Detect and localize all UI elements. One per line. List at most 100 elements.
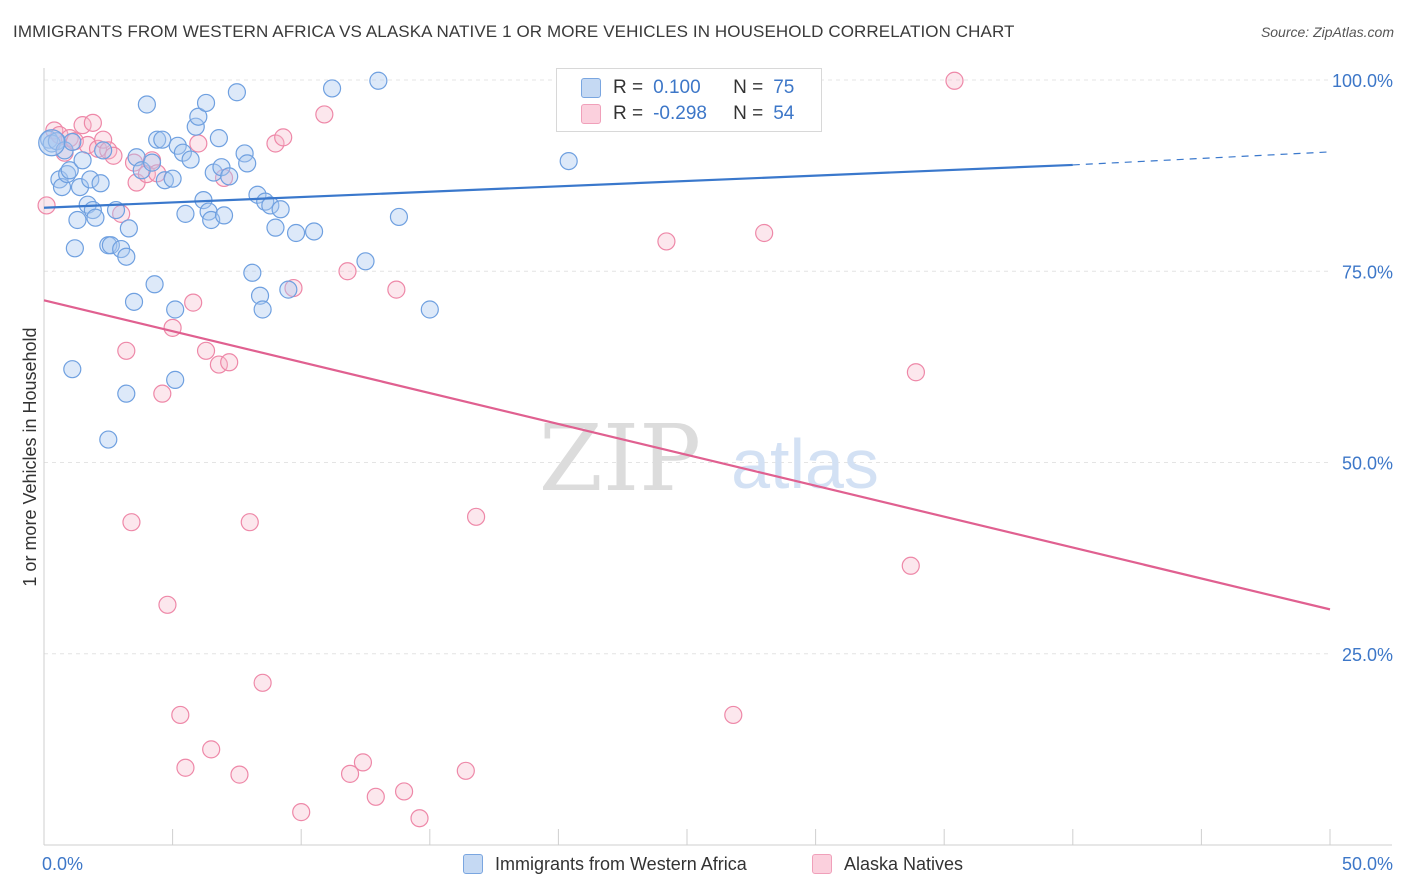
tick-labels: 25.0% 50.0% 75.0% 100.0% 0.0% 50.0% [42,71,1393,874]
legend-swatch-blue [581,78,601,98]
data-point-immigrants-western-africa [271,200,290,219]
data-point-alaska-natives [196,341,216,360]
data-point-immigrants-western-africa [238,154,257,173]
data-point-immigrants-western-africa [253,300,272,319]
chart-title: IMMIGRANTS FROM WESTERN AFRICA VS ALASKA… [13,22,1015,41]
data-point-alaska-natives [240,513,259,532]
data-point-alaska-natives [366,787,385,806]
data-point-alaska-natives [184,293,203,312]
data-point-immigrants-western-africa [286,223,306,243]
data-point-alaska-natives [755,223,774,243]
data-point-immigrants-western-africa [166,370,185,389]
bottom-legend-label-pink: Alaska Natives [844,853,964,874]
data-point-immigrants-western-africa [119,219,138,238]
data-point-immigrants-western-africa [243,263,262,282]
legend-r-value: -0.298 [653,103,707,124]
data-point-immigrants-western-africa [94,141,113,160]
x-tick-label: 50.0% [1342,854,1393,874]
data-point-alaska-natives [315,105,334,124]
legend-r-label: R = [613,77,644,98]
data-point-alaska-natives [901,556,920,575]
data-point-alaska-natives [94,130,113,149]
data-point-alaska-natives [724,705,743,725]
data-point-alaska-natives [99,141,118,160]
data-point-alaska-natives [158,595,177,614]
data-point-immigrants-western-africa [279,280,298,299]
data-point-immigrants-western-africa [304,222,324,241]
source-label: Source: ZipAtlas.com [1260,24,1394,40]
legend-row-pink: R = -0.298 N = 54 [581,102,794,126]
data-point-immigrants-western-africa [132,161,151,180]
data-point-immigrants-western-africa [189,107,208,126]
data-point-immigrants-western-africa [63,360,82,379]
data-point-alaska-natives [117,341,136,360]
data-point-alaska-natives [163,318,182,337]
data-point-alaska-natives [466,507,486,526]
data-point-immigrants-western-africa [181,150,200,169]
data-point-alaska-natives [387,280,406,299]
bottom-legend-swatch-blue [463,854,483,874]
data-point-immigrants-western-africa [389,207,409,227]
data-point-immigrants-western-africa [356,252,375,271]
trend-line-immigrants-western-africa [43,163,1073,209]
data-point-alaska-natives [292,803,311,822]
y-tick-label: 25.0% [1342,645,1393,665]
data-point-alaska-natives [456,761,475,780]
legend-n-label: N = [733,103,764,124]
bottom-legend-label-blue: Immigrants from Western Africa [495,853,747,874]
data-point-alaska-natives [906,363,926,382]
data-point-immigrants-western-africa [220,167,239,186]
data-point-immigrants-western-africa [117,247,136,266]
y-tick-label: 100.0% [1332,71,1393,91]
data-point-alaska-natives [176,758,195,777]
data-point-immigrants-western-africa [261,196,280,215]
data-point-immigrants-western-africa [63,132,82,152]
y-axis-label: 1 or more Vehicles in Household [20,327,40,586]
data-point-immigrants-western-africa [155,171,174,190]
correlation-legend: R = 0.100 N = 75 R = -0.298 N = 54 [556,68,822,132]
trend-line-alaska-natives [43,299,1331,611]
data-point-alaska-natives [340,764,360,783]
data-point-immigrants-western-africa [99,430,118,449]
data-point-alaska-natives [189,134,208,153]
data-point-immigrants-western-africa [176,204,195,223]
data-point-alaska-natives [657,232,676,251]
data-point-alaska-natives [83,113,102,132]
data-point-alaska-natives [394,782,414,801]
data-point-immigrants-western-africa [163,169,182,188]
data-point-immigrants-western-africa [322,79,342,98]
data-point-immigrants-western-africa [124,292,144,311]
legend-r-label: R = [613,103,644,124]
legend-r-value: 0.100 [653,77,701,98]
data-point-immigrants-western-africa [68,210,87,230]
data-point-immigrants-western-africa [73,151,92,170]
data-point-alaska-natives [353,753,373,772]
bottom-legend-swatch-pink [812,854,832,874]
data-point-immigrants-western-africa [209,129,228,148]
data-point-immigrants-western-africa [559,151,578,171]
watermark-atlas: atlas [731,425,879,503]
series-immigrants-western-africa [38,71,661,449]
data-point-immigrants-western-africa [214,206,234,225]
data-point-immigrants-western-africa [266,218,285,237]
data-point-alaska-natives [171,705,190,725]
data-point-immigrants-western-africa [65,239,84,258]
data-point-immigrants-western-africa [166,300,185,319]
x-tick-label: 0.0% [42,854,83,874]
legend-row-blue: R = 0.100 N = 75 [581,76,794,100]
bottom-legend-pink: Alaska Natives [812,852,963,876]
data-point-immigrants-western-africa [369,71,388,90]
data-point-immigrants-western-africa [212,158,231,177]
data-point-immigrants-western-africa [81,170,100,189]
data-point-immigrants-western-africa [70,178,90,197]
legend-n-value: 75 [773,77,795,98]
data-point-immigrants-western-africa [196,93,216,113]
data-point-alaska-natives [104,146,123,165]
y-tick-label: 75.0% [1342,262,1393,282]
data-point-immigrants-western-africa [153,130,172,149]
data-point-alaska-natives [202,740,221,759]
data-point-alaska-natives [274,128,293,147]
data-point-immigrants-western-africa [145,275,164,294]
legend-n-value: 54 [773,103,795,124]
trend-line-extension-immigrants-western-africa [1072,151,1331,166]
